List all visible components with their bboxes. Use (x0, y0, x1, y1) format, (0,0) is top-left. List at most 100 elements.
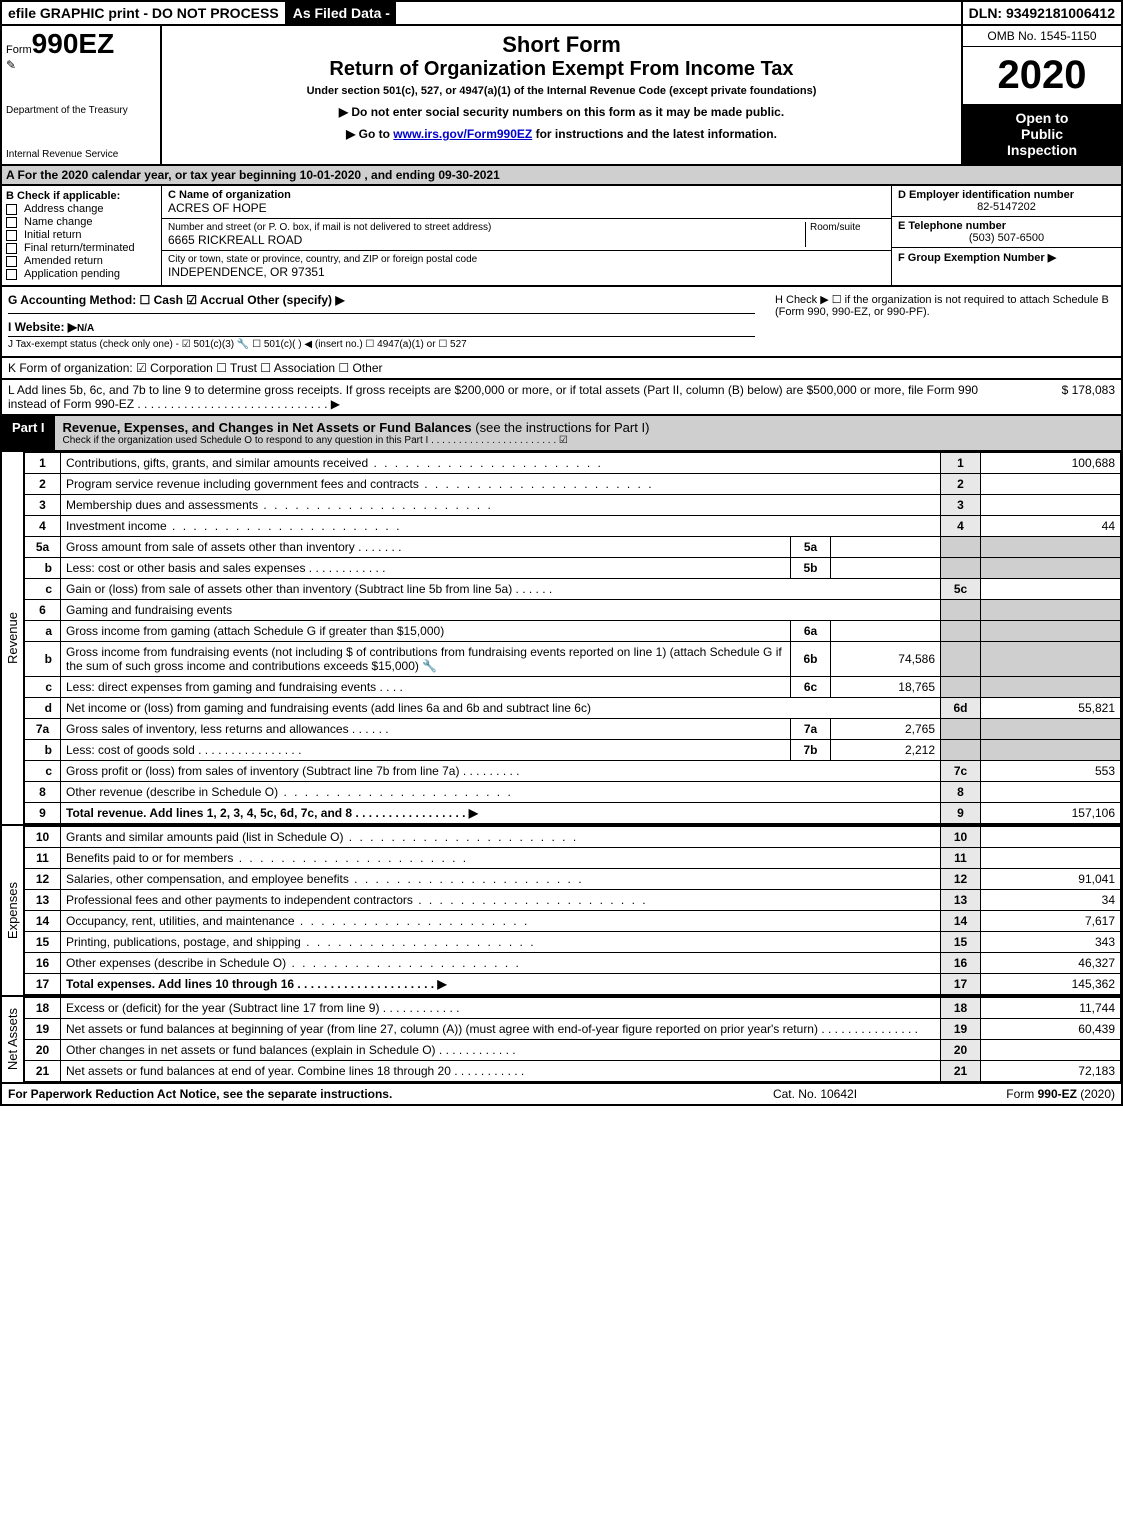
arrow-line-2: ▶ Go to www.irs.gov/Form990EZ for instru… (168, 127, 955, 141)
website-val: N/A (77, 323, 94, 334)
row-l-text: L Add lines 5b, 6c, and 7b to line 9 to … (8, 383, 995, 411)
efile-label: efile GRAPHIC print - DO NOT PROCESS (2, 2, 287, 24)
line-6c: c Less: direct expenses from gaming and … (25, 677, 1121, 698)
line-16: 16 Other expenses (describe in Schedule … (25, 953, 1121, 974)
line-9: 9 Total revenue. Add lines 1, 2, 3, 4, 5… (25, 803, 1121, 824)
line-19: 19 Net assets or fund balances at beginn… (25, 1019, 1121, 1040)
chk-amended-return[interactable]: Amended return (6, 255, 157, 267)
line-13: 13 Professional fees and other payments … (25, 890, 1121, 911)
col-def: D Employer identification number 82-5147… (891, 186, 1121, 285)
subtitle: Under section 501(c), 527, or 4947(a)(1)… (168, 85, 955, 97)
col-b-title: B Check if applicable: (6, 190, 157, 202)
line-7a: 7a Gross sales of inventory, less return… (25, 719, 1121, 740)
part1-check-line: Check if the organization used Schedule … (63, 435, 1113, 446)
line-5b: b Less: cost or other basis and sales ex… (25, 558, 1121, 579)
city-val: INDEPENDENCE, OR 97351 (168, 265, 885, 279)
dept-treasury: Department of the Treasury (6, 105, 156, 116)
footer-right: Form 990-EZ (2020) (915, 1087, 1115, 1101)
chk-application-pending[interactable]: Application pending (6, 268, 157, 280)
ghij-right: H Check ▶ ☐ if the organization is not r… (775, 291, 1115, 352)
irs-link[interactable]: www.irs.gov/Form990EZ (393, 127, 532, 141)
chk-name-change[interactable]: Name change (6, 216, 157, 228)
f-label: F Group Exemption Number ▶ (898, 252, 1056, 264)
e-label: E Telephone number (898, 220, 1115, 232)
chk-final-return[interactable]: Final return/terminated (6, 242, 157, 254)
asfiled-label: As Filed Data - (287, 2, 396, 24)
chk-address-change[interactable]: Address change (6, 203, 157, 215)
row-a: A For the 2020 calendar year, or tax yea… (0, 166, 1123, 186)
inspection-3: Inspection (965, 142, 1119, 158)
phone-val: (503) 507-6500 (898, 232, 1115, 244)
ghij-left: G Accounting Method: ☐ Cash ☑ Accrual Ot… (8, 291, 755, 352)
city-row: City or town, state or province, country… (162, 251, 891, 282)
addr-label: Number and street (or P. O. box, if mail… (168, 222, 805, 233)
expenses-table: 10 Grants and similar amounts paid (list… (24, 826, 1121, 995)
line-10: 10 Grants and similar amounts paid (list… (25, 827, 1121, 848)
line-21: 21 Net assets or fund balances at end of… (25, 1061, 1121, 1082)
row-k: K Form of organization: ☑ Corporation ☐ … (0, 358, 1123, 380)
addr-val: 6665 RICKREALL ROAD (168, 233, 805, 247)
line-14: 14 Occupancy, rent, utilities, and maint… (25, 911, 1121, 932)
line-6: 6 Gaming and fundraising events (25, 600, 1121, 621)
revenue-section: Revenue 1 Contributions, gifts, grants, … (0, 452, 1123, 826)
row-l: L Add lines 5b, 6c, and 7b to line 9 to … (0, 380, 1123, 416)
group-exempt-row: F Group Exemption Number ▶ (892, 248, 1121, 267)
col-b: B Check if applicable: Address change Na… (2, 186, 162, 285)
ein-row: D Employer identification number 82-5147… (892, 186, 1121, 217)
c-label: C Name of organization (168, 189, 885, 201)
part1-title-bold: Revenue, Expenses, and Changes in Net As… (63, 420, 472, 435)
line-1: 1 Contributions, gifts, grants, and simi… (25, 453, 1121, 474)
inspection-1: Open to (965, 110, 1119, 126)
form-number: Form990EZ (6, 30, 156, 58)
chk-initial-return[interactable]: Initial return (6, 229, 157, 241)
line-18: 18 Excess or (deficit) for the year (Sub… (25, 998, 1121, 1019)
address-row: Number and street (or P. O. box, if mail… (162, 219, 891, 251)
inspection-2: Public (965, 126, 1119, 142)
line-15: 15 Printing, publications, postage, and … (25, 932, 1121, 953)
revenue-side-label: Revenue (2, 452, 24, 824)
netassets-side-label: Net Assets (2, 997, 24, 1082)
col-c: C Name of organization ACRES OF HOPE Num… (162, 186, 891, 285)
revenue-table: 1 Contributions, gifts, grants, and simi… (24, 452, 1121, 824)
arrow2-post: for instructions and the latest informat… (532, 127, 777, 141)
inspection-box: Open to Public Inspection (963, 104, 1121, 164)
dept-irs: Internal Revenue Service (6, 149, 156, 160)
header-left: Form990EZ ✎ Department of the Treasury I… (2, 26, 162, 164)
phone-row: E Telephone number (503) 507-6500 (892, 217, 1121, 248)
expenses-side-label: Expenses (2, 826, 24, 995)
dln-label: DLN: 93492181006412 (961, 2, 1121, 24)
arrow2-pre: ▶ Go to (346, 127, 393, 141)
block-ghij: G Accounting Method: ☐ Cash ☑ Accrual Ot… (0, 287, 1123, 358)
header-right: OMB No. 1545-1150 2020 Open to Public In… (961, 26, 1121, 164)
city-label: City or town, state or province, country… (168, 254, 885, 265)
line-20: 20 Other changes in net assets or fund b… (25, 1040, 1121, 1061)
main-title: Return of Organization Exempt From Incom… (168, 58, 955, 81)
block-bcdef: B Check if applicable: Address change Na… (0, 186, 1123, 287)
line-3: 3 Membership dues and assessments 3 (25, 495, 1121, 516)
netassets-table: 18 Excess or (deficit) for the year (Sub… (24, 997, 1121, 1082)
line-7b: b Less: cost of goods sold . . . . . . .… (25, 740, 1121, 761)
form-prefix: Form (6, 44, 32, 56)
ein-val: 82-5147202 (898, 201, 1115, 213)
part1-header: Part I Revenue, Expenses, and Changes in… (0, 416, 1123, 452)
header-block: Form990EZ ✎ Department of the Treasury I… (0, 26, 1123, 166)
line-h: H Check ▶ ☐ if the organization is not r… (775, 293, 1115, 318)
line-5a: 5a Gross amount from sale of assets othe… (25, 537, 1121, 558)
footer-mid: Cat. No. 10642I (715, 1087, 915, 1101)
netassets-section: Net Assets 18 Excess or (deficit) for th… (0, 997, 1123, 1084)
pencil-icon: ✎ (6, 58, 156, 72)
line-i: I Website: ▶N/A (8, 320, 755, 337)
footer-left: For Paperwork Reduction Act Notice, see … (8, 1087, 715, 1101)
tax-year: 2020 (963, 47, 1121, 104)
short-form-title: Short Form (168, 32, 955, 58)
line-5c: c Gain or (loss) from sale of assets oth… (25, 579, 1121, 600)
line-8: 8 Other revenue (describe in Schedule O)… (25, 782, 1121, 803)
expenses-section: Expenses 10 Grants and similar amounts p… (0, 826, 1123, 997)
line-g: G Accounting Method: ☐ Cash ☑ Accrual Ot… (8, 293, 755, 314)
top-bar: efile GRAPHIC print - DO NOT PROCESS As … (0, 0, 1123, 26)
page-footer: For Paperwork Reduction Act Notice, see … (0, 1084, 1123, 1106)
line-6b: b Gross income from fundraising events (… (25, 642, 1121, 677)
line-6d: d Net income or (loss) from gaming and f… (25, 698, 1121, 719)
line-6a: a Gross income from gaming (attach Sched… (25, 621, 1121, 642)
d-label: D Employer identification number (898, 189, 1115, 201)
